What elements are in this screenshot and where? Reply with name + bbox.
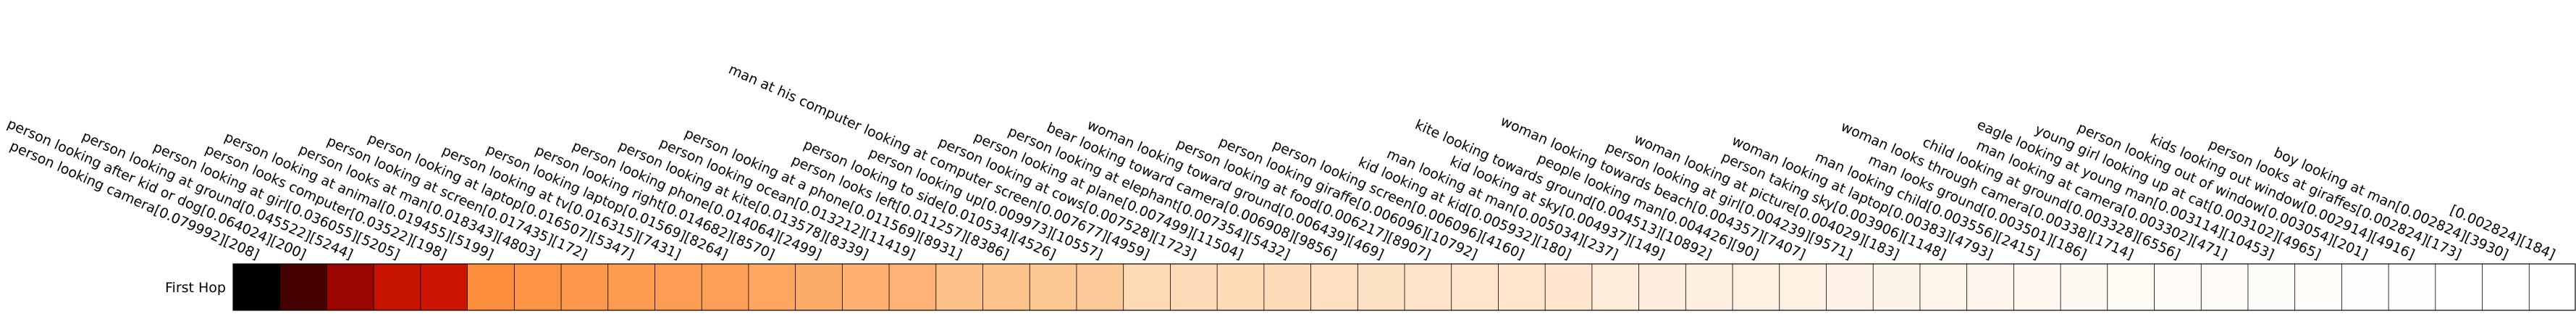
heatmap-cell bbox=[467, 264, 515, 310]
heatmap-cell bbox=[2341, 264, 2389, 310]
heatmap-cell bbox=[1217, 264, 1265, 310]
heatmap-cell bbox=[1030, 264, 1077, 310]
heatmap-cell bbox=[2061, 264, 2108, 310]
heatmap-cell bbox=[420, 264, 468, 310]
heatmap-cell bbox=[1263, 264, 1312, 310]
heatmap-frame bbox=[232, 263, 2576, 311]
heatmap-cell bbox=[1170, 264, 1218, 310]
heatmap-cell bbox=[2107, 264, 2155, 310]
heatmap-cell bbox=[279, 264, 327, 310]
heatmap-cell bbox=[2013, 264, 2061, 310]
heatmap-cell bbox=[1310, 264, 1358, 310]
heatmap-cell bbox=[1638, 264, 1686, 310]
heatmap-cell bbox=[748, 264, 796, 310]
heatmap-cell bbox=[233, 264, 281, 310]
heatmap-cell bbox=[1779, 264, 1827, 310]
column-labels: person looking camera[0.079992][208]pers… bbox=[5, 62, 2558, 263]
heatmap-cell bbox=[514, 264, 562, 310]
heatmap-cell bbox=[1966, 264, 2014, 310]
heatmap-cell bbox=[1545, 264, 1593, 310]
heatmap-cell bbox=[889, 264, 937, 310]
heatmap-cell bbox=[1498, 264, 1546, 310]
heatmap-cell bbox=[795, 264, 843, 310]
heatmap-cell bbox=[1826, 264, 1874, 310]
heatmap-cell bbox=[1919, 264, 1968, 310]
heatmap-cell bbox=[982, 264, 1030, 310]
heatmap-cell bbox=[842, 264, 890, 310]
heatmap-cell bbox=[1405, 264, 1452, 310]
row-labels: First Hop bbox=[165, 280, 226, 296]
heatmap-cell bbox=[2388, 264, 2436, 310]
heatmap-cell bbox=[2247, 264, 2296, 310]
heatmap-cell bbox=[1123, 264, 1171, 310]
heatmap-cell bbox=[607, 264, 655, 310]
heatmap-cell bbox=[1358, 264, 1405, 310]
heatmap-cell bbox=[561, 264, 609, 310]
heatmap-cell bbox=[1076, 264, 1124, 310]
heatmap-cell bbox=[1451, 264, 1499, 310]
heatmap-cell bbox=[2201, 264, 2249, 310]
heatmap-cell bbox=[1873, 264, 1921, 310]
heatmap-cell bbox=[2435, 264, 2483, 310]
heatmap-cell bbox=[654, 264, 702, 310]
heatmap-cell bbox=[2154, 264, 2202, 310]
heatmap-cells bbox=[233, 264, 2576, 310]
heatmap-cell bbox=[1685, 264, 1733, 310]
heatmap-cell bbox=[935, 264, 984, 310]
heatmap-cell bbox=[2482, 264, 2530, 310]
heatmap-cell bbox=[1591, 264, 1640, 310]
heatmap-cell bbox=[374, 264, 421, 310]
heatmap-cell bbox=[327, 264, 374, 310]
heatmap-cell bbox=[702, 264, 749, 310]
heatmap-cell bbox=[2294, 264, 2342, 310]
heatmap-cell bbox=[1733, 264, 1780, 310]
row-label: First Hop bbox=[165, 280, 226, 296]
heatmap-cell bbox=[2529, 264, 2576, 310]
